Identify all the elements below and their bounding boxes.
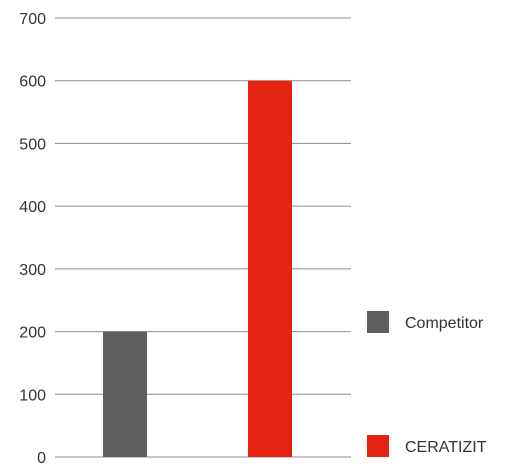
y-tick-label: 100 xyxy=(19,387,46,404)
y-tick-label: 400 xyxy=(19,199,46,216)
legend-swatch-competitor xyxy=(367,311,389,333)
legend-swatch-ceratizit xyxy=(367,435,389,457)
y-tick-label: 500 xyxy=(19,136,46,153)
y-tick-label: 300 xyxy=(19,262,46,279)
legend: Competitor CERATIZIT xyxy=(367,311,487,457)
legend-label-ceratizit: CERATIZIT xyxy=(405,439,487,456)
y-axis-ticks: 0 100 200 300 400 500 600 700 xyxy=(19,11,46,464)
y-tick-label: 0 xyxy=(37,450,46,464)
y-tick-label: 600 xyxy=(19,74,46,91)
y-tick-label: 700 xyxy=(19,11,46,28)
bar-ceratizit xyxy=(248,80,292,457)
bar-competitor xyxy=(103,331,147,457)
bars xyxy=(103,80,292,457)
gridlines xyxy=(55,17,351,458)
y-tick-label: 200 xyxy=(19,325,46,342)
legend-label-competitor: Competitor xyxy=(405,315,484,332)
